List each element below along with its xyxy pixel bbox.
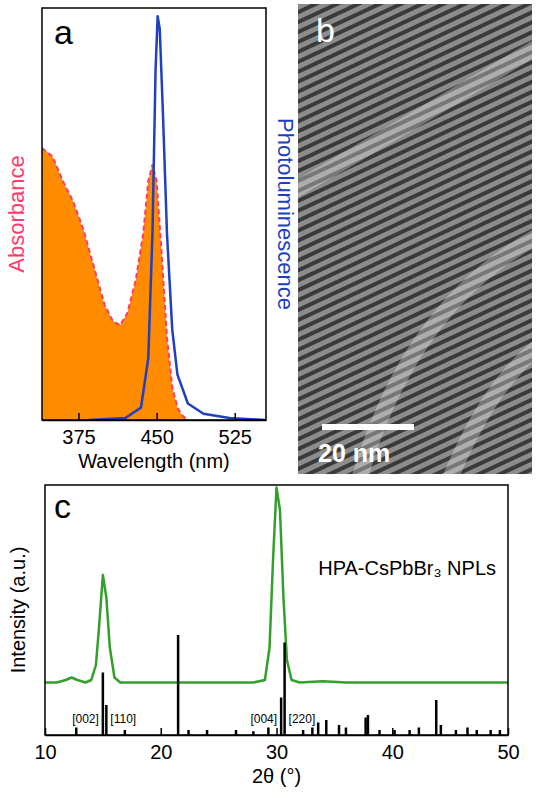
- x-tick-label: 450: [140, 426, 173, 448]
- reference-bar: [267, 728, 270, 736]
- x-tick: 40: [382, 728, 404, 763]
- x-axis-title: Wavelength (nm): [78, 450, 230, 472]
- plot-frame: [45, 485, 508, 735]
- reference-bar: [317, 723, 320, 736]
- x-tick-label: 525: [219, 426, 252, 448]
- y-axis-title: Absorbance: [4, 155, 29, 272]
- x-tick-mark: [45, 728, 47, 735]
- plot-marks: [45, 488, 508, 736]
- reference-bar: [311, 728, 314, 736]
- scale-bar: [322, 424, 414, 430]
- x-tick-label: 30: [266, 741, 288, 763]
- x-tick: 50: [497, 728, 519, 763]
- reference-bar: [105, 705, 108, 735]
- y2-axis-title: Photoluminescence: [273, 118, 298, 310]
- panel-letter: a: [54, 13, 73, 51]
- x-axis: 10 20 30 40 50: [34, 728, 519, 763]
- reference-bar: [102, 673, 105, 736]
- annotation: [110]: [110, 712, 136, 726]
- y-axis-title: Intensity (a.u.): [7, 547, 29, 674]
- annotation: [220]: [289, 712, 316, 726]
- panel: 375 450 525Wavelength (nm) Absorbance Photol…: [4, 8, 299, 472]
- x-tick-label: 20: [150, 741, 172, 763]
- reference-bar: [325, 720, 328, 735]
- x-tick-mark: [234, 413, 236, 420]
- x-tick-mark: [392, 728, 394, 735]
- x-tick-mark: [156, 413, 158, 420]
- reference-bar: [418, 728, 421, 736]
- panel: 10 20 30 40 50 2θ (°) Intensity (a.u.) HPA-CsPb…: [7, 485, 520, 787]
- reference-bar: [280, 698, 283, 736]
- reference-bar: [440, 725, 443, 735]
- tem-image: [298, 4, 532, 474]
- reference-bar: [283, 643, 286, 736]
- plot-frame: [42, 8, 266, 420]
- reference-bar: [466, 728, 469, 736]
- tem-band: [358, 234, 532, 474]
- x-axis-line: [43, 420, 267, 422]
- x-tick-mark: [508, 728, 510, 735]
- panel-letter: c: [54, 487, 71, 525]
- x-tick-label: 50: [497, 741, 519, 763]
- tem-band: [448, 344, 532, 474]
- x-tick: 375: [62, 413, 95, 448]
- x-tick-label: 40: [382, 741, 404, 763]
- tem-band: [298, 44, 532, 194]
- reference-bar: [367, 715, 370, 735]
- reference-bar: [435, 700, 438, 735]
- scale-bar-label: 20 nm: [318, 439, 390, 467]
- panel: 20 nm b: [288, 4, 538, 484]
- legend-entry: HPA-CsPbBr₃ NPLs: [318, 557, 496, 579]
- reference-bar: [345, 728, 348, 736]
- plot-marks: [42, 16, 266, 420]
- annotation: [002]: [72, 712, 99, 726]
- reference-bar: [364, 718, 367, 736]
- reference-bar: [338, 725, 341, 735]
- figure-container: 375 450 525Wavelength (nm) Absorbance Photol…: [0, 0, 538, 798]
- x-tick-mark: [78, 413, 80, 420]
- x-tick-mark: [161, 728, 163, 735]
- x-tick-label: 10: [34, 741, 56, 763]
- annotation: [004]: [250, 712, 277, 726]
- x-tick: 30: [266, 728, 288, 763]
- reference-bar: [75, 728, 78, 736]
- x-axis-title: 2θ (°): [252, 765, 301, 787]
- x-axis: 375 450 525: [43, 413, 267, 448]
- x-tick: 10: [34, 728, 56, 763]
- x-tick: 20: [150, 728, 172, 763]
- x-tick-label: 375: [62, 426, 95, 448]
- series-line: [89, 16, 266, 420]
- panel-letter: b: [316, 11, 335, 49]
- x-tick-mark: [276, 728, 278, 735]
- x-tick: 450: [140, 413, 173, 448]
- figure: 375 450 525Wavelength (nm) Absorbance Photol…: [0, 0, 538, 798]
- reference-bar: [177, 635, 180, 735]
- x-tick: 525: [219, 413, 252, 448]
- series-line: [45, 488, 508, 683]
